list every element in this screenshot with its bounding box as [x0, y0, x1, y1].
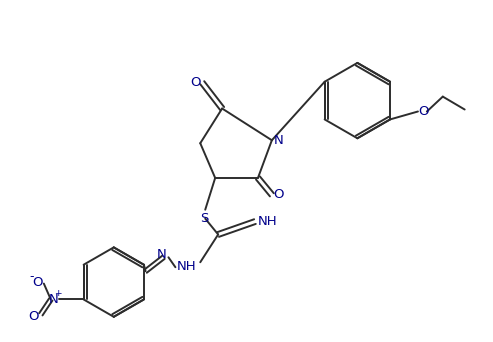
Text: +: + [54, 289, 62, 298]
Text: N: N [274, 134, 283, 147]
Text: O: O [419, 105, 429, 118]
Text: N: N [157, 248, 166, 261]
Text: N: N [49, 293, 59, 306]
Text: O: O [29, 310, 39, 323]
Text: S: S [200, 212, 209, 225]
Text: NH: NH [176, 260, 196, 273]
Text: NH: NH [258, 215, 278, 228]
Text: -: - [30, 270, 34, 283]
Text: O: O [190, 76, 201, 89]
Text: O: O [33, 276, 43, 289]
Text: O: O [274, 188, 284, 201]
